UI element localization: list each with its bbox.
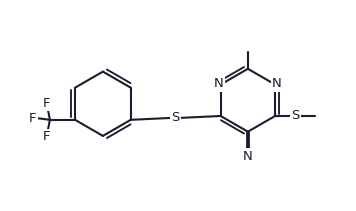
Text: N: N <box>272 77 282 90</box>
Text: S: S <box>291 110 299 122</box>
Text: F: F <box>43 130 50 143</box>
Text: N: N <box>243 150 253 163</box>
Text: F: F <box>29 112 36 124</box>
Text: N: N <box>214 77 224 90</box>
Text: F: F <box>43 97 50 110</box>
Text: S: S <box>172 111 180 124</box>
